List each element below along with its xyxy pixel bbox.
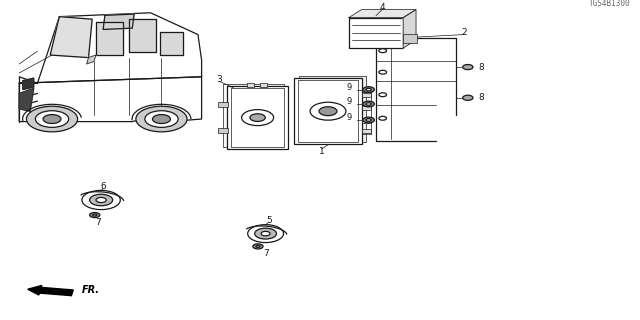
- Bar: [362, 106, 371, 110]
- Text: 4: 4: [380, 3, 385, 12]
- Circle shape: [463, 95, 473, 100]
- Polygon shape: [129, 19, 156, 52]
- Circle shape: [310, 102, 346, 120]
- Text: 5: 5: [266, 216, 271, 225]
- Circle shape: [35, 111, 68, 127]
- Circle shape: [248, 225, 284, 243]
- Bar: [218, 128, 228, 133]
- Polygon shape: [19, 13, 202, 83]
- Bar: [227, 86, 288, 149]
- Text: 8: 8: [479, 93, 484, 102]
- Circle shape: [363, 87, 374, 92]
- Circle shape: [379, 70, 387, 74]
- Text: TGS4B1300: TGS4B1300: [589, 0, 630, 8]
- Circle shape: [463, 65, 473, 70]
- Circle shape: [261, 231, 270, 236]
- Circle shape: [152, 115, 170, 124]
- Circle shape: [379, 93, 387, 97]
- Text: 8: 8: [479, 63, 484, 72]
- Bar: [403, 34, 417, 44]
- Circle shape: [255, 228, 276, 239]
- Text: 3: 3: [217, 75, 222, 84]
- Text: 9: 9: [347, 83, 352, 92]
- Polygon shape: [19, 77, 202, 122]
- Circle shape: [319, 107, 337, 116]
- Circle shape: [90, 212, 100, 218]
- Bar: [294, 78, 362, 144]
- Text: 2: 2: [461, 28, 467, 37]
- Circle shape: [363, 117, 374, 123]
- Circle shape: [26, 106, 77, 132]
- Polygon shape: [159, 32, 183, 55]
- Polygon shape: [23, 78, 34, 90]
- Circle shape: [253, 244, 263, 249]
- Circle shape: [136, 106, 187, 132]
- Bar: [223, 84, 284, 147]
- Circle shape: [366, 103, 371, 105]
- Text: 9: 9: [347, 97, 352, 106]
- Text: 7: 7: [95, 218, 100, 227]
- Circle shape: [379, 49, 387, 52]
- Circle shape: [96, 197, 106, 203]
- Text: 1: 1: [319, 147, 324, 156]
- Text: 9: 9: [347, 113, 352, 122]
- Circle shape: [145, 111, 178, 127]
- Polygon shape: [50, 17, 92, 58]
- Bar: [298, 80, 358, 142]
- Circle shape: [363, 101, 374, 107]
- Text: 7: 7: [263, 249, 268, 258]
- Polygon shape: [403, 10, 416, 48]
- Bar: [362, 129, 371, 133]
- Polygon shape: [103, 14, 134, 29]
- Bar: [247, 83, 254, 87]
- Circle shape: [250, 114, 265, 122]
- Bar: [299, 76, 366, 142]
- Circle shape: [366, 88, 371, 91]
- Bar: [349, 18, 403, 48]
- Circle shape: [366, 119, 371, 121]
- Polygon shape: [19, 88, 34, 111]
- Text: FR.: FR.: [82, 284, 100, 295]
- Circle shape: [241, 109, 274, 126]
- Polygon shape: [86, 55, 96, 64]
- Polygon shape: [349, 10, 416, 18]
- Bar: [218, 102, 228, 108]
- Text: 6: 6: [101, 182, 106, 191]
- Bar: [362, 119, 371, 123]
- Circle shape: [90, 194, 113, 206]
- FancyArrow shape: [28, 285, 73, 296]
- Circle shape: [93, 214, 97, 216]
- Polygon shape: [96, 22, 123, 55]
- Circle shape: [43, 115, 61, 124]
- Bar: [362, 93, 371, 97]
- Bar: [260, 83, 268, 87]
- Bar: [231, 88, 284, 147]
- Circle shape: [379, 116, 387, 120]
- Circle shape: [82, 190, 120, 210]
- Circle shape: [256, 245, 260, 247]
